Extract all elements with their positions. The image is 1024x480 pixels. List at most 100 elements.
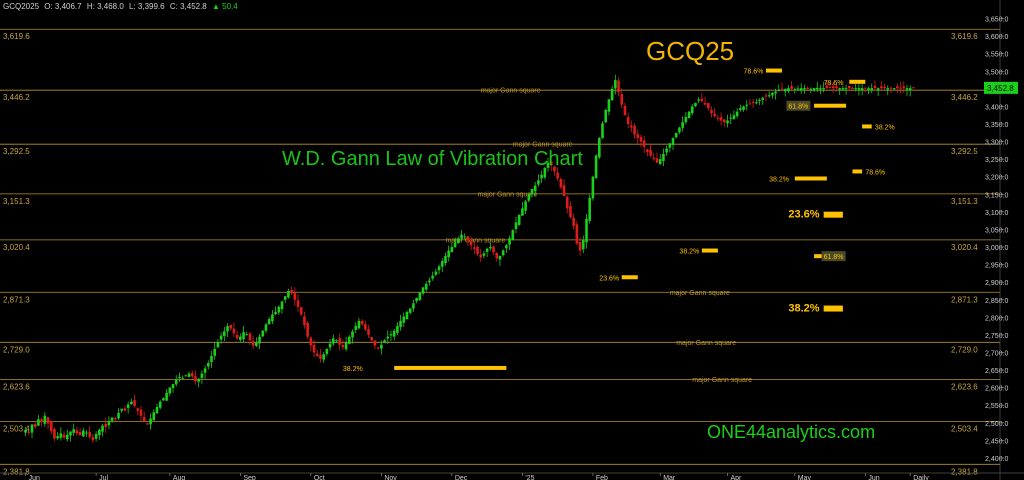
gann-level-label-left: 2,729.0 <box>3 345 30 354</box>
candle-body <box>149 418 152 425</box>
fib-label: 38.2% <box>343 366 363 373</box>
fib-marker-bar <box>394 365 507 370</box>
gann-level-label-left: 2,381.8 <box>3 467 30 476</box>
candle-body <box>223 331 226 337</box>
x-tick-label: Apr <box>731 475 743 480</box>
y-tick-label: 3,550.0 <box>985 52 1008 59</box>
candle-body <box>646 149 649 153</box>
candle-body <box>607 99 611 112</box>
candle-body <box>40 419 43 423</box>
candle-body <box>501 250 505 256</box>
candle-body <box>713 113 716 117</box>
candle-body <box>495 252 499 259</box>
candle-body <box>569 205 572 218</box>
candle-body <box>867 88 870 90</box>
candle-body <box>383 340 386 343</box>
candle-body <box>303 316 306 326</box>
y-tick-label: 3,400.0 <box>985 104 1008 111</box>
candle-body <box>658 159 662 165</box>
candle-body <box>444 255 447 264</box>
gann-level-note: major Gann square <box>670 290 730 297</box>
y-tick-label: 2,700.0 <box>985 350 1008 357</box>
y-tick-label: 3,100.0 <box>985 210 1008 217</box>
candle-body <box>492 246 495 253</box>
fib-label: 38.2% <box>679 249 699 256</box>
candle-body <box>690 106 694 114</box>
candle-body <box>229 325 233 329</box>
candle-body <box>245 334 249 336</box>
candle-body <box>126 404 130 409</box>
candle-body <box>242 332 245 340</box>
gann-level-note: major Gann square <box>513 142 573 149</box>
candle-body <box>460 234 463 239</box>
candle-body <box>341 344 345 348</box>
brand-watermark: ONE44analytics.com <box>707 422 876 442</box>
candle-body <box>630 125 633 128</box>
candle-body <box>348 336 351 344</box>
candle-body <box>601 123 604 139</box>
gann-level-label-left: 3,020.4 <box>3 243 30 252</box>
candle-body <box>828 87 832 89</box>
candle-body <box>873 85 877 89</box>
price-axis: 2,400.0 2,450.0 2,500.0 2,550.0 2,600.0 2,650… <box>984 0 1018 480</box>
gann-level-label-right: 3,446.2 <box>951 93 978 102</box>
gann-level-label-right: 3,292.5 <box>951 147 978 156</box>
candle-body <box>473 247 476 249</box>
gann-level-note: major Gann square <box>481 88 541 95</box>
candle-body <box>412 303 415 309</box>
candle-body <box>75 430 79 434</box>
candle-body <box>617 80 620 93</box>
candle-body <box>655 158 659 163</box>
candle-body <box>322 354 325 360</box>
gann-level-note: major Gann square <box>676 340 736 347</box>
x-tick-label: May <box>798 475 812 480</box>
candle-body <box>46 417 50 424</box>
y-tick-label: 2,900.0 <box>985 280 1008 287</box>
candle-body <box>174 379 178 385</box>
candle-body <box>386 336 390 339</box>
candle-body <box>200 373 204 379</box>
candle-body <box>543 167 547 178</box>
fib-marker-bar <box>852 169 863 174</box>
low-value: L: 3,399.6 <box>129 2 165 11</box>
candle-body <box>319 354 322 359</box>
y-tick-label: 2,750.0 <box>985 333 1008 340</box>
time-axis: Jun Jul Aug Sep Oct Nov Dec '25 Feb Mar Apr May Jun D… <box>0 472 1024 480</box>
candle-body <box>719 117 723 121</box>
candle-body <box>876 88 880 91</box>
candle-body <box>851 87 854 89</box>
candle-body <box>835 86 838 89</box>
candle-body <box>274 312 277 315</box>
candle-body <box>825 85 829 89</box>
candle-body <box>146 423 149 425</box>
candle-body <box>255 342 258 346</box>
candle-body <box>309 337 313 346</box>
candle-body <box>136 408 140 411</box>
candle-body <box>896 86 899 89</box>
candle-body <box>729 117 733 119</box>
gann-level-label-left: 3,292.5 <box>3 147 30 156</box>
candle-body <box>399 320 402 328</box>
candle-body <box>110 417 114 421</box>
candle-body <box>351 331 354 338</box>
candle-body <box>578 241 582 251</box>
candle-body <box>703 102 707 105</box>
candle-body <box>216 341 220 348</box>
candle-body <box>267 319 271 325</box>
candle-body <box>450 247 454 253</box>
y-tick-label: 2,800.0 <box>985 315 1008 322</box>
candle-body <box>799 88 803 91</box>
y-tick-label: 3,150.0 <box>985 192 1008 199</box>
candle-body <box>219 335 223 340</box>
x-tick-label: Sep <box>243 475 256 480</box>
candle-body <box>806 87 809 89</box>
candle-body <box>33 424 37 428</box>
candle-body <box>344 342 348 350</box>
candle-body <box>213 348 216 356</box>
candle-body <box>530 189 534 195</box>
candle-body <box>815 87 819 90</box>
candle-body <box>120 408 124 411</box>
fib-markers: 38.2% 23.6% 38.2% 78.6% 38.2% 61.8% 78.6% 38.2%… <box>343 68 895 373</box>
x-tick-label: Oct <box>314 475 325 480</box>
candle-body <box>662 153 665 162</box>
